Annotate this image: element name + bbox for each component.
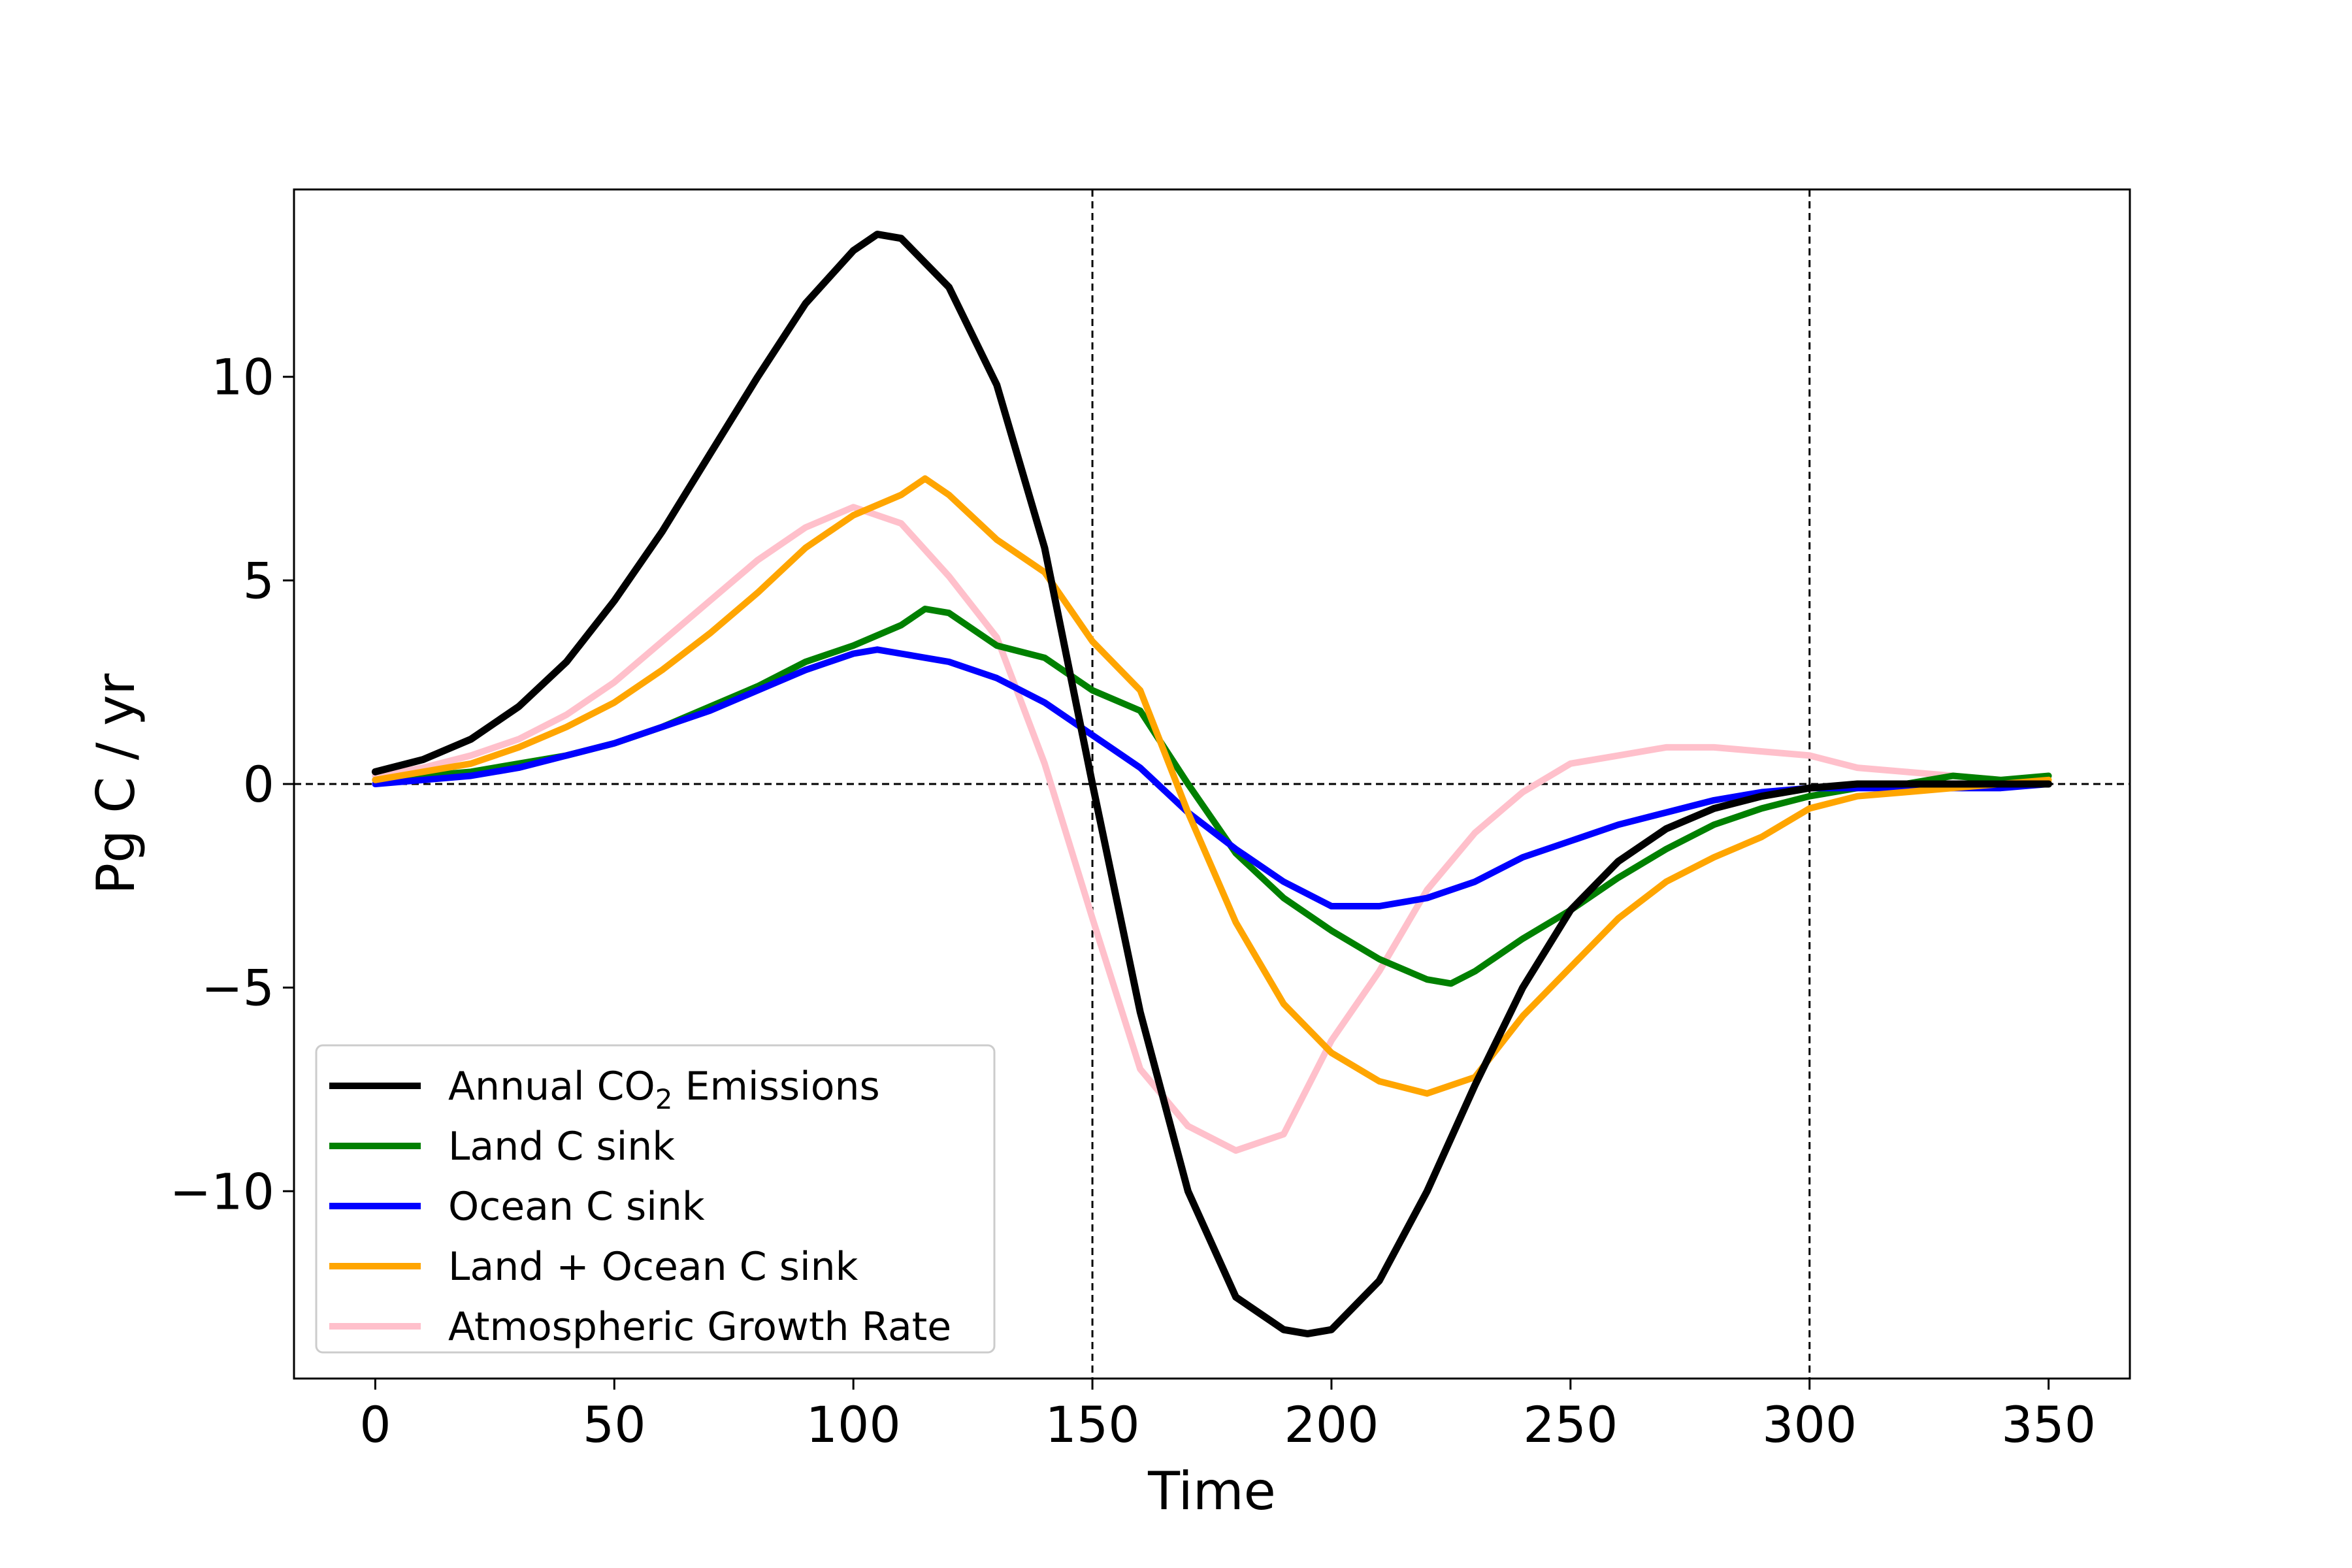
x-tick-label-3: 150 xyxy=(1045,1396,1140,1454)
series-line-3 xyxy=(372,475,2052,1097)
x-tick-label-5: 250 xyxy=(1523,1396,1618,1454)
x-tick-label-2: 100 xyxy=(806,1396,901,1454)
y-tick-label-1: −5 xyxy=(201,959,274,1017)
series-line-4 xyxy=(372,504,2052,1154)
legend-label-1: Land C sink xyxy=(448,1124,675,1169)
y-tick-label-0: −10 xyxy=(170,1162,274,1220)
y-tick-label-4: 10 xyxy=(211,348,274,406)
y-axis-ticks: −10 −5 0 5 10 xyxy=(170,348,294,1220)
series-line-0 xyxy=(371,231,2053,1337)
legend-label-4: Atmospheric Growth Rate xyxy=(448,1304,951,1350)
legend-label-2: Ocean C sink xyxy=(448,1184,705,1230)
x-tick-label-0: 0 xyxy=(359,1396,391,1454)
legend-label-0: Annual CO2 Emissions xyxy=(448,1064,880,1115)
x-tick-label-1: 50 xyxy=(583,1396,646,1454)
series-layer xyxy=(371,231,2053,1337)
x-axis-label: Time xyxy=(1147,1461,1276,1522)
legend-box xyxy=(315,1044,996,1354)
x-tick-label-7: 350 xyxy=(2001,1396,2096,1454)
y-tick-label-3: 5 xyxy=(243,551,274,610)
y-tick-label-2: 0 xyxy=(243,755,274,813)
y-axis-label: Pg C / yr xyxy=(86,674,146,894)
legend-label-3: Land + Ocean C sink xyxy=(448,1244,858,1290)
x-axis-ticks: 0 50 100 150 200 250 300 350 xyxy=(359,1379,2096,1454)
x-tick-label-6: 300 xyxy=(1762,1396,1857,1454)
legend: Annual CO2 Emissions Land C sink Ocean C s… xyxy=(315,1044,996,1354)
x-tick-label-4: 200 xyxy=(1284,1396,1379,1454)
